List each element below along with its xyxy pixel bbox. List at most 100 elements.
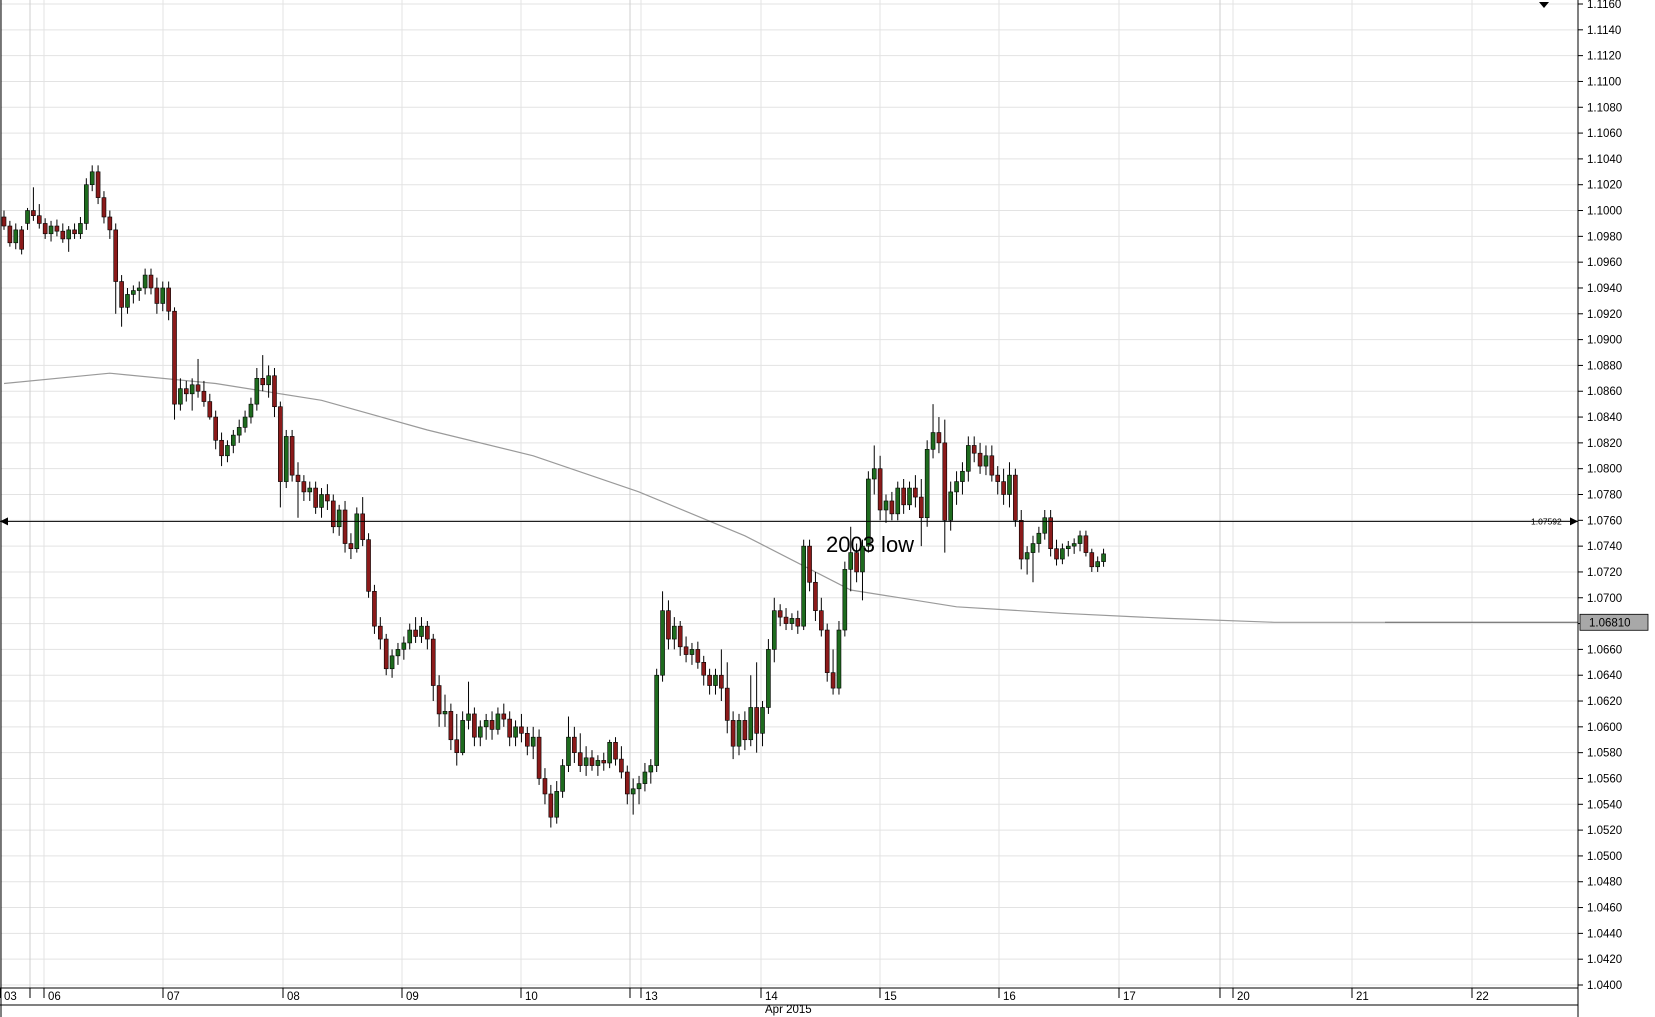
candle	[936, 417, 942, 454]
candle	[236, 419, 242, 443]
y-tick-label: 1.0780	[1587, 490, 1622, 502]
candle	[113, 223, 119, 314]
candle	[554, 781, 560, 824]
candle	[1001, 468, 1006, 505]
candle-body-up	[254, 378, 260, 405]
candle-body-down	[383, 638, 389, 670]
candle-body-down	[719, 674, 724, 689]
candle-body-up	[483, 720, 489, 728]
candle	[131, 285, 136, 304]
candle	[748, 675, 754, 747]
candle	[542, 768, 548, 805]
candle	[107, 210, 113, 239]
candle	[242, 410, 248, 433]
candle-body-down	[289, 436, 295, 476]
y-tick-label: 1.0560	[1587, 773, 1622, 785]
candle	[842, 561, 848, 637]
candle	[954, 471, 959, 505]
y-tick-label: 1.0640	[1587, 670, 1622, 682]
candle-body-down	[695, 649, 701, 663]
candle	[78, 216, 83, 239]
candle	[213, 410, 218, 450]
candle-body-up	[242, 416, 248, 428]
candle-body-up	[1077, 535, 1083, 544]
candle	[783, 608, 789, 631]
candle-body-up	[930, 432, 936, 450]
candle-body-down	[31, 210, 36, 216]
x-tick-label: 22	[1476, 991, 1489, 1003]
candle-body-up	[336, 509, 342, 528]
candle-body-down	[313, 487, 318, 508]
candle-body-down	[260, 378, 266, 386]
candle	[136, 281, 142, 301]
candle-body-up	[607, 742, 612, 764]
y-tick-label: 1.0480	[1587, 877, 1622, 889]
candle	[154, 277, 160, 314]
x-tick-label: 06	[48, 991, 61, 1003]
y-tick-label: 1.1080	[1587, 102, 1622, 114]
candle	[60, 223, 66, 243]
candle	[495, 707, 501, 735]
candle	[330, 494, 336, 534]
candle-body-down	[1083, 535, 1089, 553]
candle	[178, 378, 183, 411]
candle-body-down	[1018, 520, 1024, 560]
y-tick-label: 1.0460	[1587, 903, 1622, 915]
y-tick-label: 1.0880	[1587, 360, 1622, 372]
candle	[160, 281, 166, 312]
candle	[354, 507, 360, 553]
y-tick-label: 1.0600	[1587, 722, 1622, 734]
candle	[1042, 509, 1048, 540]
candle	[683, 636, 689, 663]
candle-body-down	[195, 384, 201, 392]
candle	[877, 455, 883, 521]
y-tick-label: 1.0420	[1587, 954, 1622, 966]
candle	[536, 729, 542, 785]
candle	[819, 597, 824, 637]
candle-body-down	[448, 711, 454, 741]
candle	[695, 641, 701, 669]
candle	[701, 655, 707, 686]
y-tick-label: 1.0700	[1587, 593, 1622, 605]
candle-body-up	[1007, 474, 1012, 495]
candle	[72, 223, 77, 239]
y-tick-label: 1.0540	[1587, 799, 1622, 811]
candle-body-down	[971, 445, 977, 454]
candle-body-down	[454, 739, 460, 753]
candle	[560, 759, 565, 798]
candle	[231, 429, 236, 454]
candle	[219, 432, 224, 467]
candle-body-down	[166, 287, 171, 312]
candle-body-down	[378, 625, 383, 640]
candle	[572, 726, 577, 763]
x-tick-label: 15	[884, 991, 897, 1003]
candle-body-up	[842, 569, 848, 631]
candle	[566, 716, 571, 773]
candle-body-up	[495, 713, 501, 730]
candle	[183, 380, 189, 402]
y-tick-label: 1.0760	[1587, 515, 1622, 527]
candle	[960, 462, 965, 495]
candle-body-up	[748, 707, 754, 741]
candle-body-down	[989, 455, 995, 476]
candle	[777, 604, 783, 627]
candle	[48, 220, 54, 242]
x-tick-label: 03	[4, 991, 17, 1003]
x-tick-label: 17	[1123, 991, 1136, 1003]
candle-body-up	[736, 720, 742, 747]
candle-body-up	[125, 294, 130, 308]
candle-body-down	[107, 216, 113, 231]
candle	[583, 746, 589, 776]
candle-body-down	[413, 629, 418, 637]
candle-body-down	[360, 513, 365, 540]
candle-body-down	[936, 432, 942, 444]
candle	[654, 668, 659, 773]
candle	[125, 287, 130, 314]
candle	[295, 462, 301, 518]
candle-body-up	[883, 500, 889, 511]
candle-body-down	[830, 672, 836, 689]
candle-body-down	[119, 281, 124, 308]
candle-body-up	[1071, 543, 1077, 547]
candle	[995, 466, 1001, 495]
